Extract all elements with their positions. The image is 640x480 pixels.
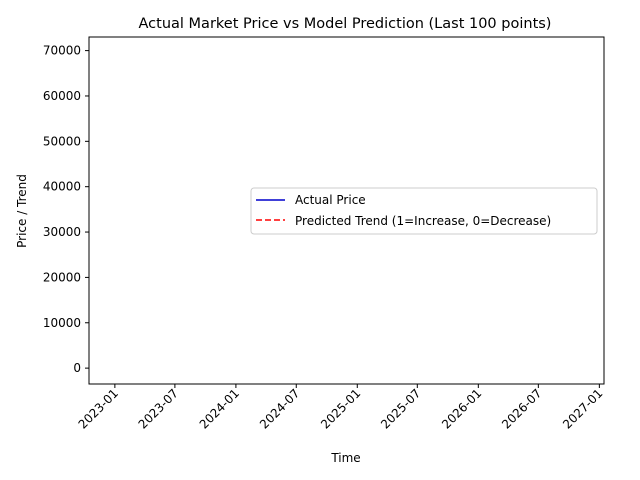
- y-tick-label: 20000: [43, 270, 81, 284]
- legend-label-predicted-trend: Predicted Trend (1=Increase, 0=Decrease): [295, 214, 551, 228]
- y-tick-label: 10000: [43, 316, 81, 330]
- legend-label-actual-price: Actual Price: [295, 193, 366, 207]
- x-tick-label: 2025-01: [318, 386, 363, 431]
- y-axis-ticks: 0 10000 20000 30000 40000 50000 60000 70000: [43, 44, 89, 375]
- y-tick-label: 30000: [43, 225, 81, 239]
- legend: Actual Price Predicted Trend (1=Increase…: [250, 187, 598, 235]
- x-axis-ticks: 2023-01 2023-07 2024-01 2024-07 2025-01 2025-…: [76, 384, 605, 432]
- y-tick-label: 0: [73, 361, 81, 375]
- x-tick-label: 2023-07: [136, 386, 181, 431]
- x-tick-label: 2027-01: [560, 386, 605, 431]
- y-tick-label: 70000: [43, 44, 81, 58]
- x-tick-label: 2024-07: [257, 386, 302, 431]
- y-tick-label: 40000: [43, 180, 81, 194]
- y-tick-label: 50000: [43, 134, 81, 148]
- chart-title: Actual Market Price vs Model Prediction …: [139, 16, 552, 32]
- legend-box: [250, 187, 598, 235]
- x-tick-label: 2023-01: [76, 386, 121, 431]
- x-axis-label: Time: [330, 451, 360, 465]
- x-tick-label: 2026-07: [499, 386, 544, 431]
- x-tick-label: 2024-01: [197, 386, 242, 431]
- y-axis-label: Price / Trend: [15, 174, 29, 248]
- x-tick-label: 2026-01: [439, 386, 484, 431]
- x-tick-label: 2025-07: [378, 386, 423, 431]
- y-tick-label: 60000: [43, 89, 81, 103]
